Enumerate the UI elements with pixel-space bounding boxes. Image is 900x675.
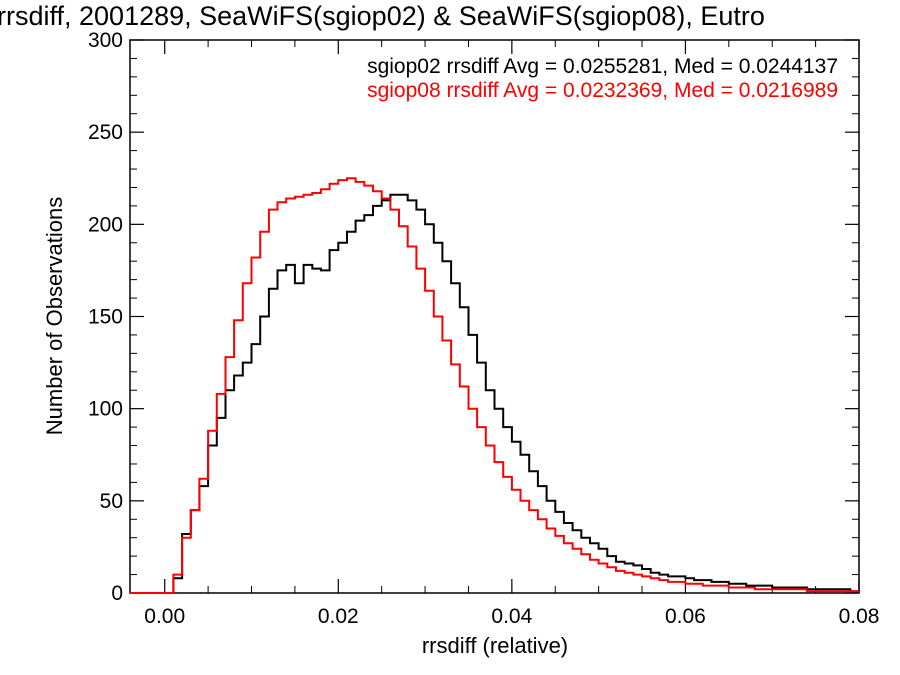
legend: sgiop02 rrsdiff Avg = 0.0255281, Med = 0… xyxy=(367,55,838,102)
x-tick-label: 0.02 xyxy=(318,605,359,628)
legend-entry-sgiop08: sgiop08 rrsdiff Avg = 0.0232369, Med = 0… xyxy=(367,79,838,102)
y-tick-label: 100 xyxy=(88,398,123,421)
x-axis-ticks: 0.00 0.02 0.04 0.06 0.08 xyxy=(144,40,879,628)
series-layer xyxy=(130,177,859,594)
y-tick-label: 0 xyxy=(111,582,123,605)
x-tick-label: 0.04 xyxy=(491,605,532,628)
y-tick-label: 50 xyxy=(100,490,123,513)
y-axis-ticks: 0 50 100 150 200 250 300 xyxy=(88,29,859,605)
legend-entry-sgiop02: sgiop02 rrsdiff Avg = 0.0255281, Med = 0… xyxy=(367,55,838,78)
plot-border xyxy=(129,39,860,594)
y-tick-label: 250 xyxy=(88,121,123,144)
x-tick-label: 0.06 xyxy=(665,605,706,628)
y-axis-label: Number of Observations xyxy=(42,197,67,435)
y-tick-label: 300 xyxy=(88,29,123,52)
x-tick-label: 0.00 xyxy=(144,605,185,628)
plot-frame xyxy=(129,39,860,594)
series-line-sgiop08 xyxy=(130,177,859,594)
series-line-sgiop02 xyxy=(130,193,859,594)
y-tick-label: 200 xyxy=(88,213,123,236)
x-tick-label: 0.08 xyxy=(839,605,880,628)
y-tick-label: 150 xyxy=(88,306,123,329)
x-axis-label: rrsdiff (relative) xyxy=(422,633,568,658)
chart-title: rrsdiff, 2001289, SeaWiFS(sgiop02) & Sea… xyxy=(0,1,765,31)
